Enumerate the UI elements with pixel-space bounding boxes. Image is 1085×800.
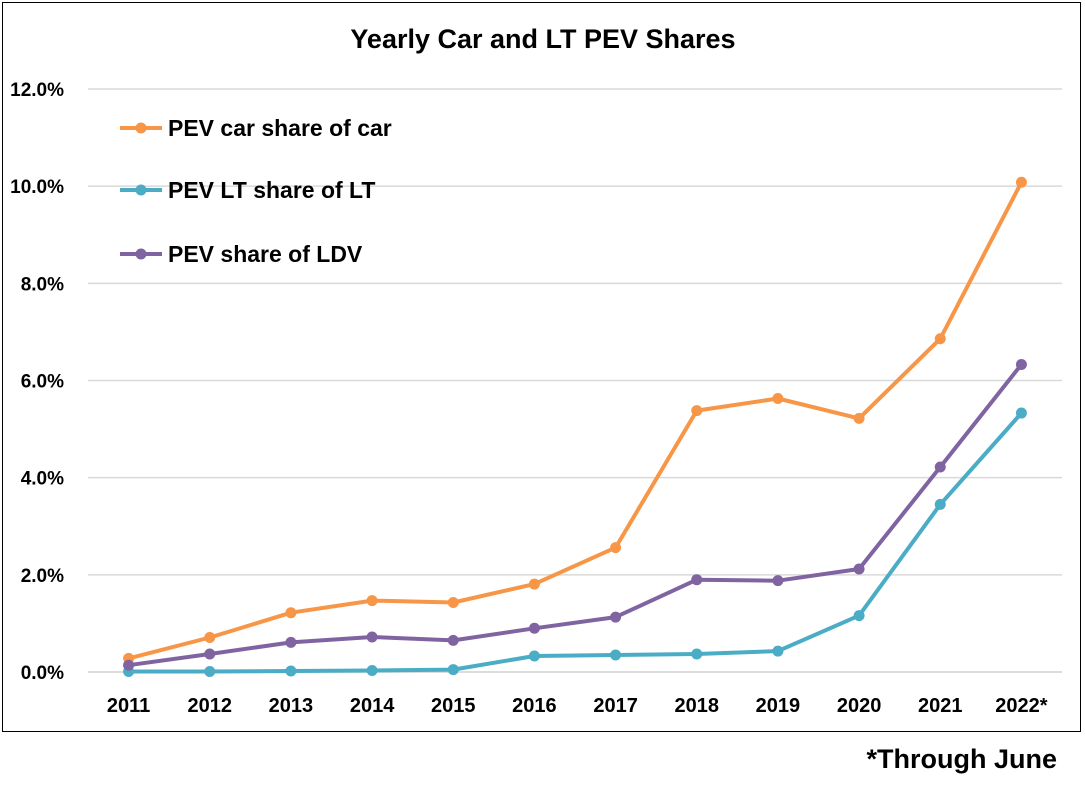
- x-tick-label: 2011: [107, 695, 150, 717]
- data-point: [447, 664, 459, 676]
- x-axis-tick-labels: 2011 2012 2013 2014 2015 2016 2017 2018 2019 2020…: [107, 695, 1048, 717]
- data-point: [934, 461, 946, 473]
- data-point: [772, 575, 784, 587]
- x-tick-label: 2016: [512, 695, 557, 717]
- data-point: [285, 636, 297, 648]
- data-point: [610, 611, 622, 623]
- legend-item: PEV LT share of LT: [120, 177, 375, 203]
- series-line: [126, 411, 1024, 674]
- data-point: [204, 666, 216, 678]
- legend-label: PEV share of LDV: [168, 241, 363, 267]
- data-point: [123, 659, 135, 671]
- y-tick-label: 8.0%: [21, 274, 64, 295]
- legend-label: PEV LT share of LT: [168, 177, 375, 203]
- data-point: [1015, 176, 1027, 188]
- data-point: [528, 650, 540, 662]
- series-line: [126, 180, 1024, 661]
- legend-item: PEV car share of car: [120, 115, 392, 141]
- y-axis-tick-labels: 0.0% 2.0% 4.0% 6.0% 8.0% 10.0% 12.0%: [10, 80, 64, 684]
- y-tick-label: 12.0%: [10, 80, 64, 101]
- data-point: [610, 542, 622, 554]
- data-point: [691, 574, 703, 586]
- x-tick-label: 2018: [675, 695, 720, 717]
- series-2: [123, 407, 1027, 678]
- y-tick-label: 10.0%: [10, 177, 64, 198]
- data-point: [934, 333, 946, 345]
- y-tick-label: 4.0%: [21, 469, 64, 490]
- data-point: [691, 648, 703, 660]
- data-point: [285, 665, 297, 677]
- y-tick-label: 0.0%: [21, 663, 64, 684]
- footnote: *Through June: [866, 744, 1058, 774]
- data-point: [204, 648, 216, 660]
- data-point: [610, 649, 622, 661]
- data-point: [366, 631, 378, 643]
- data-point: [1015, 358, 1027, 370]
- legend-marker: [135, 184, 147, 196]
- data-point: [528, 622, 540, 634]
- data-point: [1015, 407, 1027, 419]
- data-point: [447, 634, 459, 646]
- chart-title: Yearly Car and LT PEV Shares: [350, 24, 735, 54]
- data-point: [528, 578, 540, 590]
- legend-marker: [135, 248, 147, 260]
- x-tick-label: 2019: [756, 695, 801, 717]
- data-point: [853, 563, 865, 575]
- y-tick-label: 6.0%: [21, 372, 64, 393]
- data-point: [447, 597, 459, 609]
- data-point: [366, 595, 378, 607]
- data-point: [853, 610, 865, 622]
- x-tick-label: 2017: [593, 695, 638, 717]
- series-3: [123, 358, 1027, 671]
- x-tick-label: 2013: [269, 695, 314, 717]
- legend-marker: [135, 122, 147, 134]
- data-point: [934, 498, 946, 510]
- x-tick-label: 2022*: [995, 695, 1047, 717]
- data-point: [772, 392, 784, 404]
- data-point: [691, 405, 703, 417]
- legend-item: PEV share of LDV: [120, 241, 363, 267]
- y-tick-label: 2.0%: [21, 566, 64, 587]
- data-point: [772, 645, 784, 657]
- x-tick-label: 2020: [837, 695, 882, 717]
- chart-frame: [2, 2, 1081, 732]
- x-tick-label: 2014: [350, 695, 395, 717]
- x-tick-label: 2021: [918, 695, 963, 717]
- data-point: [366, 665, 378, 677]
- x-tick-label: 2015: [431, 695, 476, 717]
- legend-label: PEV car share of car: [168, 115, 392, 141]
- data-point: [285, 607, 297, 619]
- data-point: [204, 632, 216, 644]
- legend: PEV car share of car PEV LT share of LT PE…: [120, 115, 392, 267]
- series-line: [126, 362, 1024, 668]
- data-point: [853, 412, 865, 424]
- x-tick-label: 2012: [188, 695, 233, 717]
- series-lines: [123, 176, 1027, 678]
